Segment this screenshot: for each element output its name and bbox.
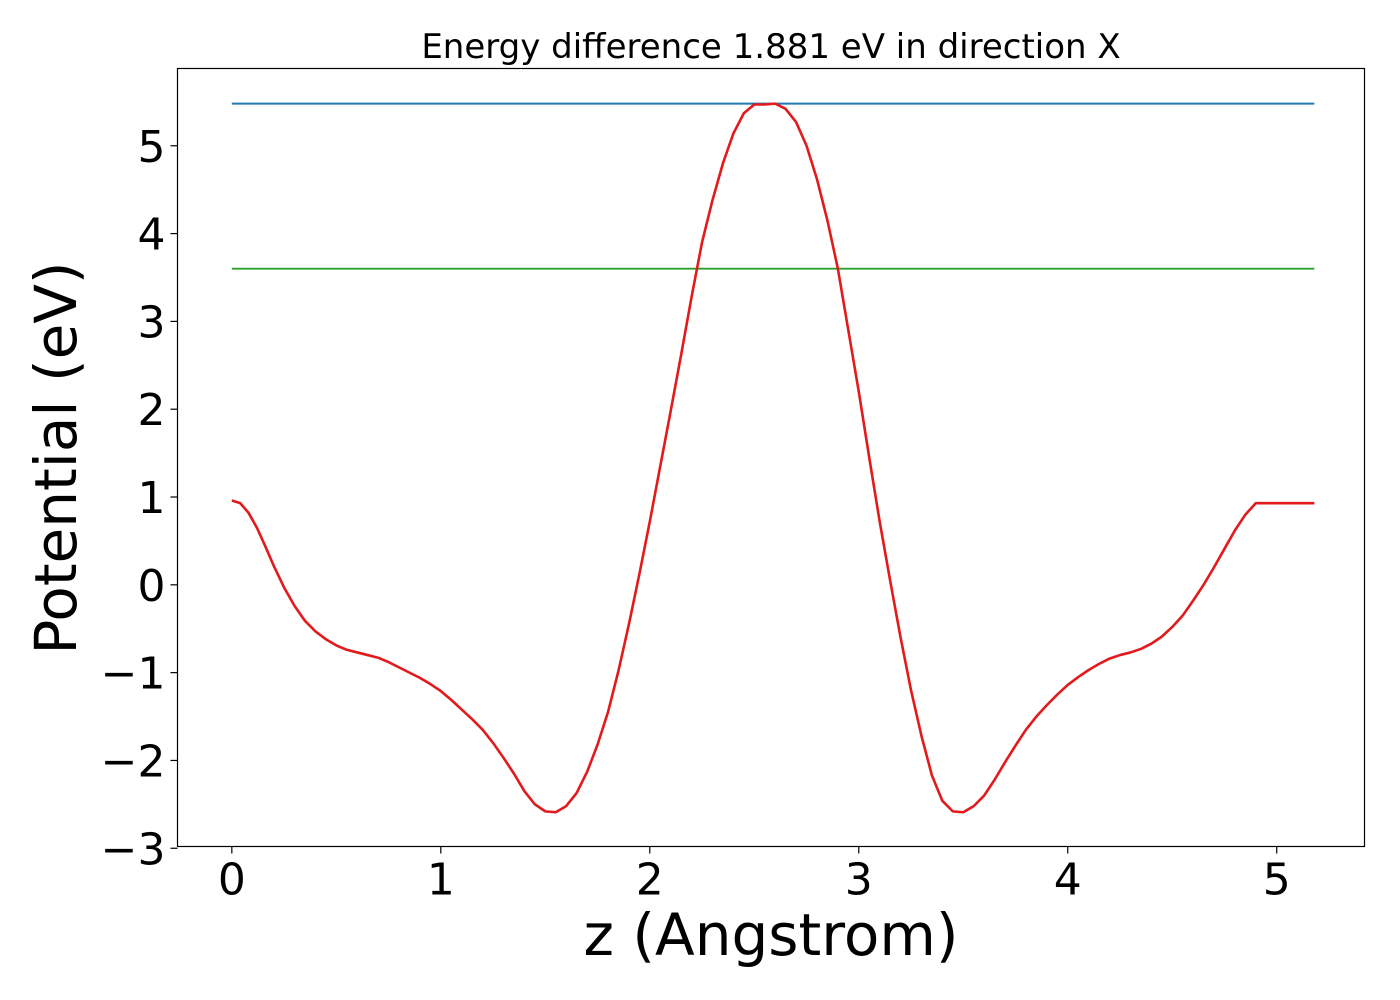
x-tick-label: 3 <box>845 855 873 906</box>
y-axis-label: Potential (eV) <box>22 261 90 654</box>
y-axis-ticks: −3 −2 −1 0 1 2 3 4 5 <box>101 122 178 875</box>
x-tick-label: 2 <box>636 855 664 906</box>
y-tick-label: 3 <box>138 297 166 348</box>
x-axis-label: z (Angstrom) <box>584 901 959 969</box>
y-tick-label: −2 <box>101 736 166 787</box>
series-layer <box>231 102 1315 814</box>
y-tick-label: 5 <box>138 122 166 173</box>
x-tick-label: 1 <box>427 855 455 906</box>
x-tick-label: 4 <box>1054 855 1082 906</box>
y-tick-label: −1 <box>101 649 166 700</box>
y-tick-label: 4 <box>138 210 166 261</box>
plot-area-frame <box>176 67 1366 848</box>
y-tick-label: −3 <box>101 824 166 875</box>
y-tick-label: 0 <box>138 561 166 612</box>
y-tick-label: 2 <box>138 385 166 436</box>
x-tick-label: 0 <box>218 855 246 906</box>
x-tick-label: 5 <box>1263 855 1291 906</box>
y-tick-label: 1 <box>138 473 166 524</box>
line-potential-profile <box>231 102 1315 814</box>
x-axis-ticks: 0 1 2 3 4 5 <box>218 846 1291 906</box>
chart-title: Energy difference 1.881 eV in direction … <box>421 27 1120 67</box>
